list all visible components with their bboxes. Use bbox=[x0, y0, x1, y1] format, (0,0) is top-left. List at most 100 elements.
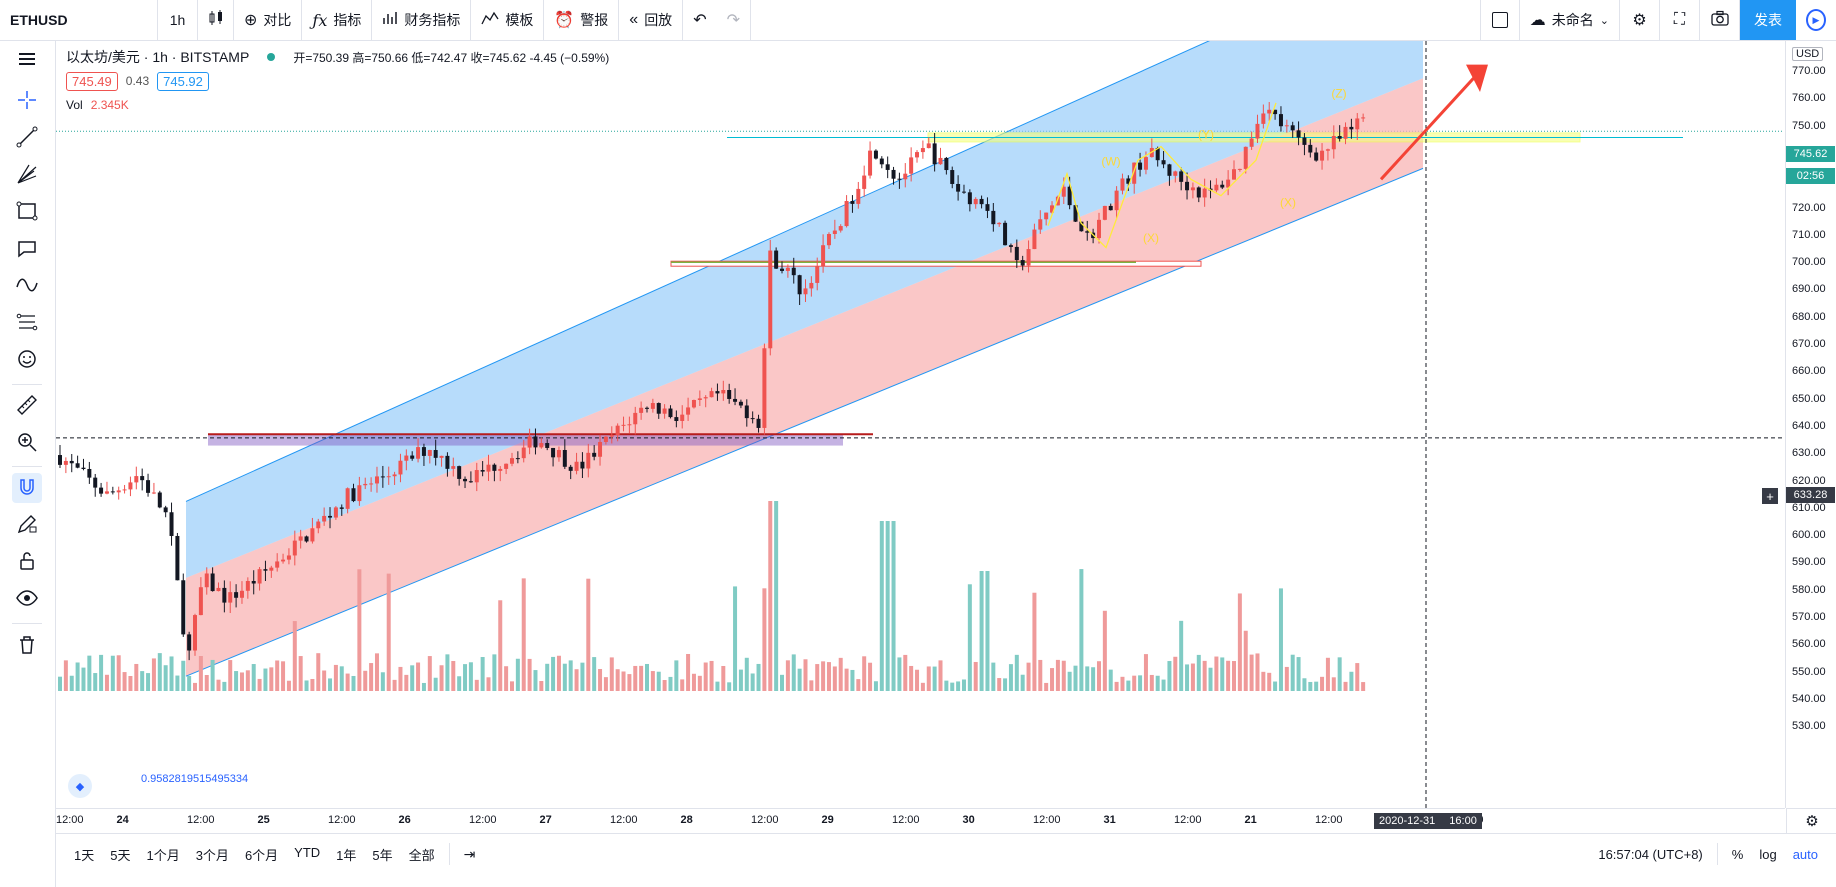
prediction-tool[interactable] bbox=[12, 308, 42, 338]
candle-body bbox=[956, 183, 961, 192]
bid-price[interactable]: 745.49 bbox=[66, 71, 118, 91]
volume-bar bbox=[439, 665, 444, 691]
candle-body bbox=[973, 198, 978, 205]
range-button[interactable]: YTD bbox=[294, 844, 321, 860]
zoom-in-icon bbox=[15, 430, 39, 457]
volume-bar bbox=[650, 671, 655, 691]
candle-body bbox=[99, 487, 104, 494]
icon-tool[interactable] bbox=[12, 345, 42, 375]
zoom-tool[interactable] bbox=[12, 428, 42, 458]
annotation-tool[interactable] bbox=[12, 234, 42, 264]
candle-body bbox=[1337, 135, 1342, 139]
compare-button[interactable]: ⊕ 对比 bbox=[234, 0, 303, 40]
candle-body bbox=[850, 201, 855, 204]
crosshair-tool[interactable] bbox=[12, 86, 42, 116]
candle-body bbox=[316, 521, 321, 529]
crosshair-add-button[interactable]: + bbox=[1762, 488, 1778, 504]
alert-label: 警报 bbox=[580, 12, 609, 28]
volume-bar bbox=[504, 666, 509, 691]
measure-tool[interactable] bbox=[12, 391, 42, 421]
layout-select-button[interactable] bbox=[1479, 0, 1520, 40]
timezone-clock[interactable]: 16:57:04 (UTC+8) bbox=[1598, 846, 1703, 862]
candle-body bbox=[1273, 109, 1278, 115]
volume-bar bbox=[239, 672, 244, 691]
financials-button[interactable]: 财务指标 bbox=[372, 0, 472, 40]
range-button[interactable]: 全部 bbox=[408, 847, 435, 863]
interval-button[interactable]: 1h bbox=[158, 0, 198, 40]
volume-bar bbox=[586, 578, 591, 691]
volume-bar bbox=[163, 665, 168, 691]
settings-button[interactable]: ⚙ bbox=[1620, 0, 1660, 40]
currency-label[interactable]: USD bbox=[1792, 47, 1824, 61]
percent-toggle[interactable]: % bbox=[1731, 846, 1744, 862]
undo-button[interactable]: ↶ bbox=[683, 0, 716, 40]
date-range-button[interactable]: ⇥ bbox=[456, 846, 484, 863]
volume-bar bbox=[1020, 674, 1025, 691]
range-button[interactable]: 3个月 bbox=[195, 847, 229, 863]
volume-bar bbox=[1155, 675, 1160, 691]
indicators-button[interactable]: ƒx 指标 bbox=[302, 0, 373, 40]
candle-body bbox=[216, 587, 221, 592]
price-chart[interactable]: (W) (X) (Y) (X) (Z) bbox=[56, 41, 1784, 808]
range-button[interactable]: 5年 bbox=[372, 847, 393, 863]
tradingview-logo[interactable]: ◆ bbox=[68, 774, 92, 798]
time-tick-label: 12:00 bbox=[469, 814, 497, 826]
candle-body bbox=[181, 580, 186, 635]
hide-drawings-toggle[interactable] bbox=[12, 584, 42, 614]
redo-button[interactable]: ↷ bbox=[717, 0, 751, 40]
lock-drawings-toggle[interactable] bbox=[12, 547, 42, 577]
candle-body bbox=[774, 250, 779, 269]
volume-bar bbox=[1261, 671, 1266, 691]
trendline-tool[interactable] bbox=[12, 123, 42, 153]
keep-drawing-toggle[interactable] bbox=[12, 510, 42, 540]
symbol-title[interactable]: 以太坊/美元 · 1h · BITSTAMP bbox=[66, 49, 250, 65]
range-button[interactable]: 1个月 bbox=[146, 847, 180, 863]
symbol-search[interactable]: ETHUSD bbox=[0, 0, 158, 40]
alert-button[interactable]: ⏰ 警报 bbox=[544, 0, 620, 40]
remove-drawings-button[interactable] bbox=[12, 631, 42, 661]
time-tick-label: 27 bbox=[539, 814, 552, 826]
auto-scale-toggle[interactable]: auto bbox=[1792, 846, 1818, 862]
chart-pane[interactable]: (W) (X) (Y) (X) (Z) bbox=[56, 41, 1784, 808]
layout-name-button[interactable]: ☁ 未命名 ⌄ bbox=[1520, 0, 1620, 40]
time-axis[interactable]: 12:00 24 12:00 25 12:00 26 12:00 27 12:00 28 12:00… bbox=[56, 808, 1785, 833]
range-button[interactable]: 6个月 bbox=[244, 847, 279, 863]
volume-bar bbox=[727, 682, 732, 691]
price-tick-label: 590.00 bbox=[1792, 556, 1826, 569]
fib-tool[interactable] bbox=[12, 160, 42, 190]
templates-button[interactable]: 模板 bbox=[471, 0, 545, 40]
candle-body bbox=[609, 435, 614, 437]
fullscreen-button[interactable]: ⛶ bbox=[1660, 0, 1700, 40]
candle-body bbox=[1167, 164, 1172, 176]
range-button[interactable]: 1年 bbox=[336, 847, 357, 863]
candle-body bbox=[445, 455, 450, 469]
magnet-toggle[interactable] bbox=[12, 473, 42, 503]
chart-type-button[interactable] bbox=[198, 0, 234, 40]
range-button[interactable]: 5天 bbox=[110, 847, 131, 863]
replay-button[interactable]: « 回放 bbox=[619, 0, 684, 40]
candle-body bbox=[838, 226, 843, 231]
candle-body bbox=[421, 447, 426, 456]
volume-bar bbox=[1050, 668, 1055, 691]
channel-lower-line bbox=[185, 167, 1424, 677]
ask-price[interactable]: 745.92 bbox=[157, 71, 209, 91]
candle-body bbox=[709, 391, 714, 398]
menu-button[interactable] bbox=[12, 45, 42, 75]
volume-bar bbox=[950, 682, 955, 691]
ruler-icon bbox=[15, 393, 39, 420]
snapshot-button[interactable] bbox=[1700, 0, 1740, 40]
volume-bar bbox=[222, 681, 227, 691]
replay-play-button[interactable]: ▶ bbox=[1796, 0, 1836, 40]
volume-bar bbox=[609, 657, 614, 691]
pattern-tool[interactable] bbox=[12, 271, 42, 301]
axis-settings-button[interactable]: ⚙ bbox=[1786, 808, 1836, 833]
publish-button[interactable]: 发表 bbox=[1740, 0, 1796, 40]
shape-tool[interactable] bbox=[12, 197, 42, 227]
volume-bar bbox=[750, 673, 755, 691]
time-tick-label: 12:00 bbox=[1315, 814, 1343, 826]
time-tick-label: 12:00 bbox=[751, 814, 779, 826]
log-toggle[interactable]: log bbox=[1759, 846, 1777, 862]
range-button[interactable]: 1天 bbox=[74, 847, 95, 863]
candle-body bbox=[715, 391, 720, 394]
candle-body bbox=[1220, 184, 1225, 188]
